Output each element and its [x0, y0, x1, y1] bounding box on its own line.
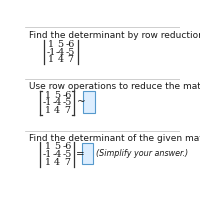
Text: -4: -4	[56, 47, 65, 56]
Text: -5: -5	[62, 150, 72, 159]
Text: 1: 1	[44, 91, 50, 100]
Text: Use row operations to reduce the matrix to echelon form.: Use row operations to reduce the matrix …	[29, 82, 200, 91]
Text: 7: 7	[64, 158, 70, 167]
Text: 4: 4	[58, 55, 64, 64]
Text: -1: -1	[43, 150, 52, 159]
Text: -6: -6	[66, 40, 75, 49]
Text: 5: 5	[58, 40, 64, 49]
Text: 4: 4	[54, 158, 60, 167]
Text: -6: -6	[62, 91, 72, 100]
Text: 1: 1	[48, 55, 54, 64]
Text: 7: 7	[68, 55, 74, 64]
Text: Find the determinant by row reduction to echelon form.: Find the determinant by row reduction to…	[29, 31, 200, 40]
Text: -4: -4	[52, 150, 61, 159]
Text: (Simplify your answer.): (Simplify your answer.)	[96, 149, 188, 158]
Text: -6: -6	[62, 142, 72, 151]
Text: 1: 1	[44, 158, 50, 167]
Text: -5: -5	[62, 98, 72, 107]
FancyBboxPatch shape	[83, 91, 95, 113]
Text: =: =	[76, 149, 85, 159]
Text: 7: 7	[64, 106, 70, 115]
Text: Find the determinant of the given matrix.: Find the determinant of the given matrix…	[29, 134, 200, 143]
Text: 4: 4	[54, 106, 60, 115]
Text: 1: 1	[48, 40, 54, 49]
Text: 5: 5	[54, 142, 60, 151]
Text: ~: ~	[77, 97, 86, 107]
Text: -1: -1	[43, 98, 52, 107]
Text: -1: -1	[47, 47, 56, 56]
Text: -5: -5	[66, 47, 75, 56]
Text: 5: 5	[54, 91, 60, 100]
Text: 1: 1	[44, 142, 50, 151]
Text: -4: -4	[52, 98, 61, 107]
Text: 1: 1	[44, 106, 50, 115]
FancyBboxPatch shape	[82, 143, 93, 164]
